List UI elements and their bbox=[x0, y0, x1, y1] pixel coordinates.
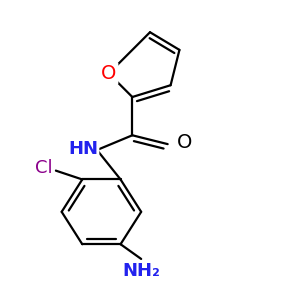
Text: HN: HN bbox=[68, 140, 98, 158]
Text: O: O bbox=[101, 64, 116, 83]
Text: O: O bbox=[176, 133, 192, 152]
Text: NH₂: NH₂ bbox=[122, 262, 160, 280]
Text: Cl: Cl bbox=[35, 159, 53, 177]
